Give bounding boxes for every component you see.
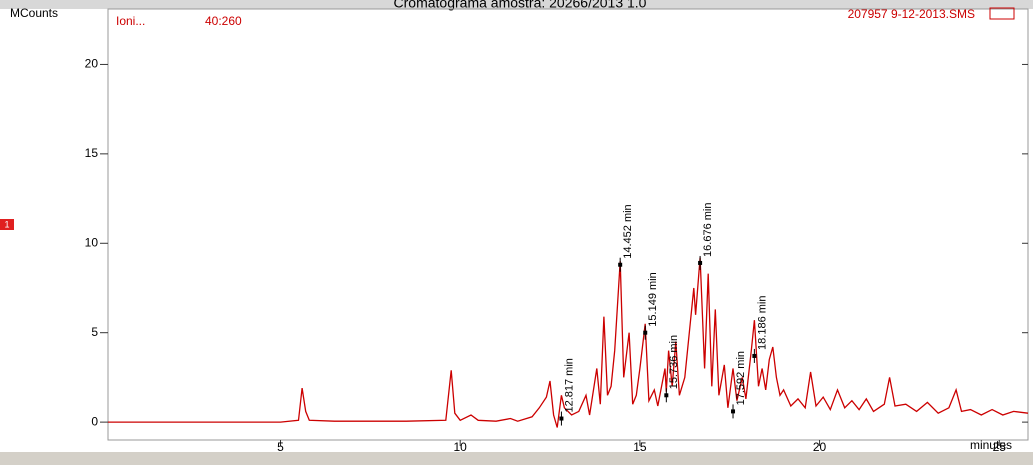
peak-label: 14.452 min bbox=[622, 204, 634, 258]
peak-label: 18.186 min bbox=[756, 296, 768, 350]
x-tick-label: 5 bbox=[277, 440, 284, 454]
ion-range: 40:260 bbox=[205, 14, 242, 28]
y-tick-label: 0 bbox=[91, 414, 98, 428]
x-tick-label: 15 bbox=[633, 440, 647, 454]
window-buttons[interactable] bbox=[989, 7, 1015, 20]
title-bar bbox=[0, 0, 1033, 9]
y-tick-label: 5 bbox=[91, 325, 98, 339]
y-tick-label: 10 bbox=[85, 235, 99, 249]
plot-frame bbox=[107, 8, 1029, 441]
status-bar bbox=[0, 452, 1033, 465]
trace-badge bbox=[0, 219, 14, 230]
peak-label: 12.817 min bbox=[563, 358, 575, 412]
y-axis-label: MCounts bbox=[10, 6, 58, 20]
file-name: 207957 9-12-2013.SMS bbox=[848, 7, 975, 21]
x-tick-label: 25 bbox=[993, 440, 1007, 454]
trace-line bbox=[108, 257, 1029, 428]
x-tick-label: 20 bbox=[813, 440, 827, 454]
y-tick-label: 20 bbox=[85, 57, 99, 71]
y-tick-label: 15 bbox=[85, 146, 99, 160]
peak-label: 16.676 min bbox=[702, 203, 714, 257]
peak-label: 15.149 min bbox=[647, 272, 659, 326]
trace-name: Ioni... bbox=[116, 14, 145, 28]
badge-label: 1 bbox=[4, 219, 9, 229]
x-axis-label: minutes bbox=[970, 438, 1012, 452]
x-tick-label: 10 bbox=[454, 440, 468, 454]
chart-title: Cromatograma amostra: 20266/2013 1.0 bbox=[394, 0, 647, 11]
peak-label: 15.736 min bbox=[668, 335, 680, 389]
peak-label: 17.592 min bbox=[735, 351, 747, 405]
